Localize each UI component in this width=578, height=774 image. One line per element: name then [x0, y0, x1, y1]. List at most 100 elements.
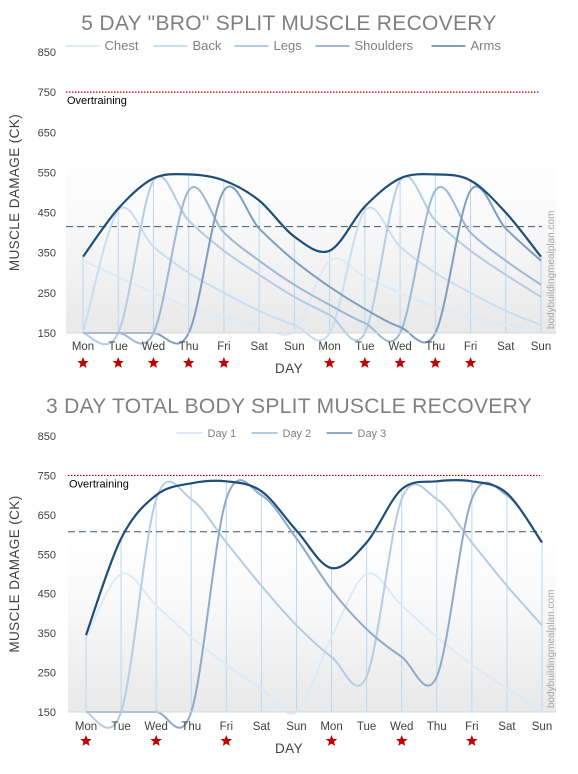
- legend-item: Day 1: [176, 428, 237, 440]
- x-tick-label: Mon: [320, 721, 342, 733]
- y-tick-label: 250: [38, 288, 56, 300]
- x-tick-label: Tue: [355, 341, 374, 353]
- watermark: bodybuildingmealplan.com: [546, 590, 557, 708]
- star-icon: [112, 357, 124, 368]
- series-line: [82, 185, 542, 345]
- x-axis-title: DAY: [275, 741, 303, 756]
- x-tick-label: Thu: [179, 341, 199, 353]
- x-tick-label: Sun: [284, 341, 304, 353]
- y-tick-label: 450: [38, 208, 56, 220]
- legend-label: Day 2: [283, 428, 312, 440]
- legend-item: Arms: [431, 38, 502, 53]
- watermark: bodybuildingmealplan.com: [546, 211, 557, 329]
- series-line: [85, 480, 543, 729]
- star-icon: [147, 357, 160, 368]
- legend-item: Legs: [234, 38, 303, 53]
- x-tick-label: Wed: [142, 341, 165, 353]
- x-tick-label: Tue: [109, 341, 128, 353]
- chart-title: 5 DAY "BRO" SPLIT MUSCLE RECOVERY: [81, 12, 496, 35]
- x-tick-label: Fri: [465, 721, 478, 733]
- legend-item: Shoulders: [315, 38, 414, 53]
- x-tick-label: Wed: [390, 721, 413, 733]
- y-tick-label: 550: [38, 549, 56, 561]
- x-tick-label: Fri: [464, 341, 477, 353]
- legend-label: Day 1: [208, 428, 237, 440]
- y-tick-label: 850: [38, 431, 56, 443]
- chart-title: 3 DAY TOTAL BODY SPLIT MUSCLE RECOVERY: [46, 395, 532, 418]
- y-tick-label: 350: [38, 248, 56, 260]
- legend-item: Back: [153, 38, 222, 53]
- star-icon: [183, 357, 195, 368]
- y-tick-label: 350: [38, 628, 56, 640]
- series-line: [82, 175, 542, 346]
- x-tick-label: Mon: [75, 721, 97, 733]
- star-icon: [218, 357, 230, 368]
- x-tick-label: Wed: [144, 721, 167, 733]
- x-tick-label: Thu: [425, 341, 445, 353]
- chart-total-body-split: 3 DAY TOTAL BODY SPLIT MUSCLE RECOVERY Da…: [7, 395, 557, 756]
- legend-label: Shoulders: [355, 38, 414, 53]
- y-tick-label: 750: [38, 470, 56, 482]
- x-tick-label: Fri: [220, 721, 233, 733]
- star-icon: [464, 357, 477, 368]
- legend-label: Day 3: [358, 428, 387, 440]
- x-tick-label: Mon: [318, 341, 340, 353]
- x-tick-label: Sat: [497, 341, 515, 353]
- x-tick-label: Wed: [388, 341, 411, 353]
- series-line: [82, 206, 542, 342]
- star-icon: [80, 735, 92, 746]
- star-icon: [77, 357, 89, 368]
- y-tick-label: 750: [38, 87, 56, 99]
- legend: Day 1 Day 2 Day 3: [176, 428, 387, 440]
- star-icon: [220, 735, 232, 746]
- star-icon: [323, 357, 336, 368]
- y-tick-label: 250: [38, 668, 56, 680]
- total-line: [84, 479, 543, 636]
- y-tick-label: 150: [38, 328, 56, 340]
- x-tick-label: Fri: [217, 341, 230, 353]
- series-line: [82, 186, 542, 345]
- x-tick-label: Sun: [531, 341, 551, 353]
- legend-label: Arms: [471, 38, 502, 53]
- series-line: [85, 572, 543, 715]
- star-icon: [396, 735, 408, 746]
- x-tick-label: Thu: [181, 721, 201, 733]
- x-tick-label: Sat: [498, 721, 516, 733]
- star-icon: [359, 357, 371, 368]
- legend: Chest Back Legs Shoulders Arms: [65, 38, 502, 53]
- legend-item: Day 2: [251, 428, 312, 440]
- star-icon: [429, 357, 441, 368]
- overtraining-label: Overtraining: [69, 478, 129, 490]
- star-icon: [325, 735, 338, 746]
- x-tick-label: Sun: [286, 721, 306, 733]
- y-tick-label: 450: [38, 589, 56, 601]
- series-line: [86, 479, 543, 729]
- legend-label: Chest: [105, 38, 139, 53]
- star-icon: [150, 735, 162, 746]
- y-axis-title: MUSCLE DAMAGE (CK): [7, 114, 22, 271]
- chart-bro-split: 5 DAY "BRO" SPLIT MUSCLE RECOVERY Chest Ba…: [7, 12, 557, 376]
- overtraining-label: Overtraining: [67, 95, 127, 107]
- x-tick-label: Mon: [72, 341, 94, 353]
- x-axis-title: DAY: [275, 361, 303, 376]
- star-icon: [394, 357, 406, 368]
- legend-label: Back: [193, 38, 222, 53]
- y-axis-title: MUSCLE DAMAGE (CK): [7, 495, 22, 652]
- x-tick-label: Sat: [251, 341, 269, 353]
- legend-item: Day 3: [326, 428, 387, 440]
- y-tick-label: 550: [38, 167, 56, 179]
- legend-item: Chest: [65, 38, 139, 53]
- total-line: [82, 172, 542, 258]
- y-tick-label: 850: [38, 47, 56, 59]
- x-tick-label: Thu: [427, 721, 447, 733]
- y-tick-label: 650: [38, 510, 56, 522]
- x-tick-label: Tue: [111, 721, 130, 733]
- x-tick-label: Tue: [357, 721, 376, 733]
- legend-label: Legs: [274, 38, 303, 53]
- y-tick-label: 650: [38, 127, 56, 139]
- star-icon: [466, 735, 478, 746]
- y-tick-label: 150: [38, 707, 56, 719]
- x-tick-label: Sun: [532, 721, 552, 733]
- x-tick-label: Sat: [253, 721, 271, 733]
